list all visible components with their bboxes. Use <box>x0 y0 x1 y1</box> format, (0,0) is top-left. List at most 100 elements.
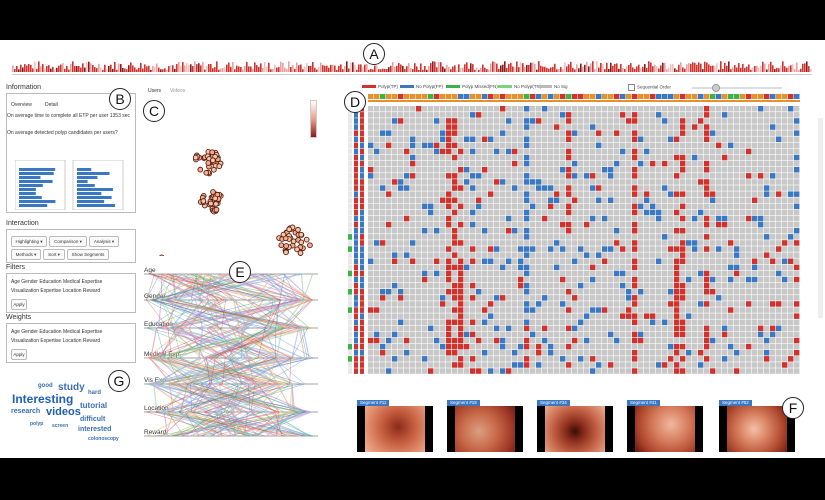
matrix-cell[interactable] <box>392 301 398 307</box>
matrix-cell[interactable] <box>674 331 680 338</box>
matrix-cell[interactable] <box>704 197 710 204</box>
matrix-cell[interactable] <box>710 246 716 252</box>
matrix-cell[interactable] <box>368 215 374 222</box>
matrix-cell[interactable] <box>458 252 464 258</box>
matrix-cell[interactable] <box>512 106 518 112</box>
matrix-cell[interactable] <box>764 142 770 149</box>
matrix-cell[interactable] <box>590 350 596 356</box>
matrix-cell[interactable] <box>644 325 650 332</box>
matrix-cell[interactable] <box>554 142 560 149</box>
matrix-cell[interactable] <box>530 154 536 161</box>
matrix-cell[interactable] <box>674 270 680 277</box>
matrix-cell[interactable] <box>782 142 788 149</box>
matrix-cell[interactable] <box>380 368 386 374</box>
matrix-cell[interactable] <box>440 240 446 246</box>
matrix-cell[interactable] <box>794 356 800 362</box>
matrix-cell[interactable] <box>680 179 686 185</box>
matrix-cell[interactable] <box>668 148 674 155</box>
matrix-cell[interactable] <box>626 203 632 210</box>
matrix-row-attribute[interactable] <box>348 313 352 319</box>
matrix-cell[interactable] <box>680 331 686 338</box>
matrix-column-header[interactable] <box>662 94 668 99</box>
matrix-cell[interactable] <box>542 197 548 204</box>
matrix-cell[interactable] <box>566 160 572 167</box>
matrix-cell[interactable] <box>542 331 548 338</box>
matrix-cell[interactable] <box>572 282 578 289</box>
matrix-cell[interactable] <box>560 130 566 136</box>
matrix-cell[interactable] <box>470 118 476 124</box>
matrix-cell[interactable] <box>680 252 686 258</box>
matrix-row-attribute[interactable] <box>348 112 352 118</box>
matrix-cell[interactable] <box>632 337 638 344</box>
matrix-cell[interactable] <box>572 295 578 301</box>
matrix-cell[interactable] <box>512 136 518 143</box>
matrix-row-attribute[interactable] <box>354 258 358 265</box>
matrix-cell[interactable] <box>524 307 530 313</box>
matrix-cell[interactable] <box>758 343 764 350</box>
matrix-cell[interactable] <box>590 252 596 258</box>
matrix-cell[interactable] <box>620 276 626 283</box>
matrix-cell[interactable] <box>380 209 386 216</box>
matrix-cell[interactable] <box>524 313 530 319</box>
matrix-cell[interactable] <box>704 331 710 338</box>
matrix-cell[interactable] <box>710 252 716 258</box>
matrix-cell[interactable] <box>668 313 674 319</box>
matrix-cell[interactable] <box>656 160 662 167</box>
matrix-cell[interactable] <box>590 173 596 179</box>
matrix-cell[interactable] <box>626 173 632 179</box>
matrix-cell[interactable] <box>446 142 452 149</box>
matrix-cell[interactable] <box>566 173 572 179</box>
matrix-cell[interactable] <box>692 282 698 289</box>
matrix-cell[interactable] <box>674 136 680 143</box>
matrix-cell[interactable] <box>650 215 656 222</box>
matrix-cell[interactable] <box>734 301 740 307</box>
matrix-cell[interactable] <box>518 191 524 197</box>
matrix-cell[interactable] <box>710 191 716 197</box>
matrix-row-attribute[interactable] <box>360 154 364 161</box>
matrix-cell[interactable] <box>518 252 524 258</box>
matrix-cell[interactable] <box>392 197 398 204</box>
matrix-cell[interactable] <box>644 203 650 210</box>
matrix-cell[interactable] <box>632 154 638 161</box>
matrix-cell[interactable] <box>452 154 458 161</box>
matrix-cell[interactable] <box>596 301 602 307</box>
matrix-cell[interactable] <box>584 319 590 326</box>
matrix-cell[interactable] <box>716 343 722 350</box>
matrix-cell[interactable] <box>506 331 512 338</box>
matrix-cell[interactable] <box>566 154 572 161</box>
matrix-cell[interactable] <box>596 173 602 179</box>
matrix-cell[interactable] <box>668 258 674 265</box>
matrix-cell[interactable] <box>446 362 452 368</box>
matrix-cell[interactable] <box>578 276 584 283</box>
matrix-cell[interactable] <box>770 319 776 326</box>
matrix-cell[interactable] <box>386 160 392 167</box>
matrix-cell[interactable] <box>716 112 722 118</box>
matrix-cell[interactable] <box>542 276 548 283</box>
matrix-cell[interactable] <box>410 112 416 118</box>
matrix-cell[interactable] <box>674 148 680 155</box>
matrix-cell[interactable] <box>422 307 428 313</box>
matrix-cell[interactable] <box>410 228 416 234</box>
matrix-cell[interactable] <box>776 197 782 204</box>
matrix-cell[interactable] <box>656 258 662 265</box>
matrix-cell[interactable] <box>518 295 524 301</box>
matrix-cell[interactable] <box>566 179 572 185</box>
matrix-cell[interactable] <box>548 252 554 258</box>
matrix-cell[interactable] <box>548 289 554 295</box>
matrix-cell[interactable] <box>494 118 500 124</box>
matrix-cell[interactable] <box>398 276 404 283</box>
matrix-cell[interactable] <box>458 160 464 167</box>
matrix-cell[interactable] <box>692 319 698 326</box>
matrix-cell[interactable] <box>416 215 422 222</box>
matrix-cell[interactable] <box>686 246 692 252</box>
matrix-cell[interactable] <box>686 307 692 313</box>
matrix-cell[interactable] <box>662 179 668 185</box>
matrix-cell[interactable] <box>512 313 518 319</box>
matrix-cell[interactable] <box>428 179 434 185</box>
matrix-cell[interactable] <box>380 234 386 240</box>
matrix-cell[interactable] <box>524 252 530 258</box>
matrix-cell[interactable] <box>524 148 530 155</box>
matrix-cell[interactable] <box>422 295 428 301</box>
matrix-column-header[interactable] <box>782 94 788 99</box>
matrix-cell[interactable] <box>740 148 746 155</box>
